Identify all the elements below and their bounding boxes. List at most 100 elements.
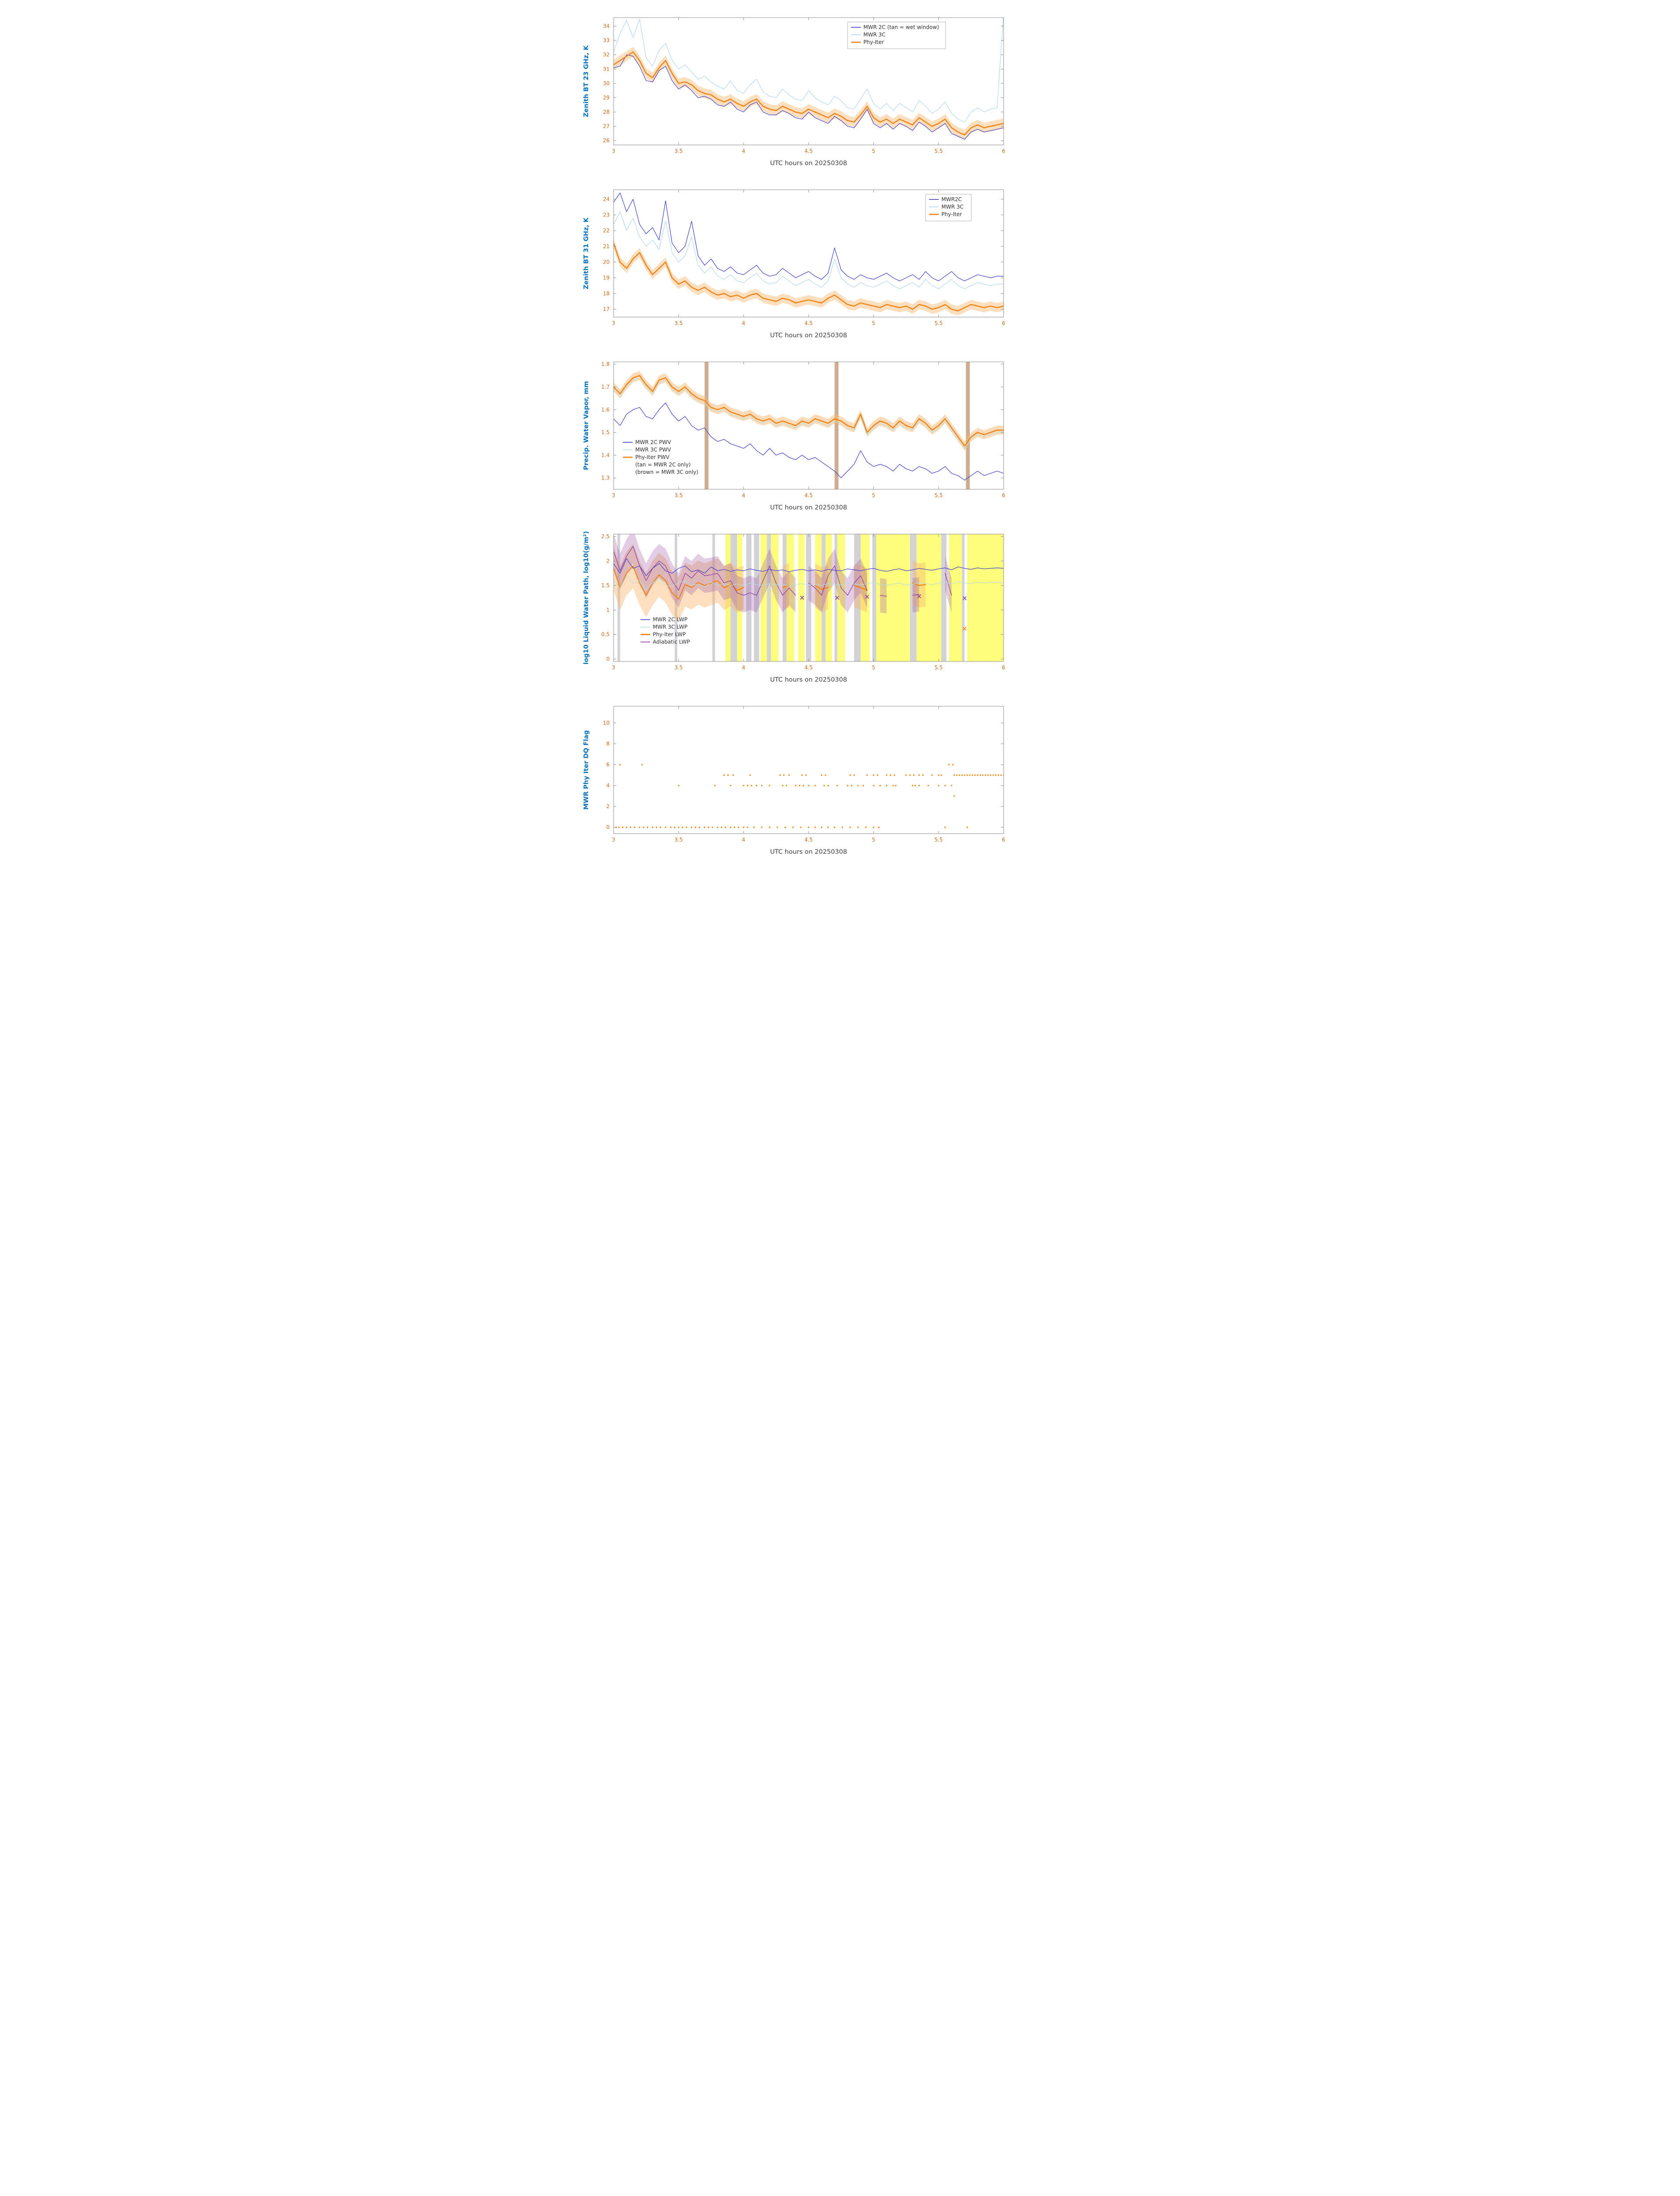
svg-text:3.5: 3.5 <box>674 148 683 154</box>
svg-text:21: 21 <box>603 243 610 249</box>
svg-text:30: 30 <box>603 80 610 87</box>
svg-text:3: 3 <box>612 837 615 843</box>
svg-text:4.5: 4.5 <box>804 837 813 843</box>
svg-text:4: 4 <box>742 320 745 326</box>
svg-text:MWR 3C LWP: MWR 3C LWP <box>653 624 687 630</box>
svg-text:4: 4 <box>742 837 745 843</box>
svg-text:MWR 3C: MWR 3C <box>941 204 963 210</box>
svg-text:4.5: 4.5 <box>804 320 813 326</box>
svg-text:UTC hours on 20250308: UTC hours on 20250308 <box>770 676 847 683</box>
svg-text:26: 26 <box>603 137 610 144</box>
svg-text:4: 4 <box>742 492 745 498</box>
svg-text:4: 4 <box>606 783 610 789</box>
svg-text:MWR 2C (tan = wet window): MWR 2C (tan = wet window) <box>863 24 939 30</box>
svg-text:6: 6 <box>1002 148 1005 154</box>
svg-text:6: 6 <box>606 762 610 768</box>
svg-text:23: 23 <box>603 212 610 218</box>
svg-text:MWR 2C LWP: MWR 2C LWP <box>653 617 687 623</box>
svg-text:5: 5 <box>872 837 875 843</box>
svg-text:1.3: 1.3 <box>601 475 610 481</box>
svg-text:5.5: 5.5 <box>934 492 943 498</box>
svg-text:Phy-Iter: Phy-Iter <box>863 39 884 45</box>
svg-text:5: 5 <box>872 320 875 326</box>
svg-text:MWR Phy Iter DQ Flag: MWR Phy Iter DQ Flag <box>583 730 590 810</box>
svg-text:22: 22 <box>603 228 610 234</box>
svg-text:3.5: 3.5 <box>674 492 683 498</box>
svg-text:3: 3 <box>612 320 615 326</box>
svg-text:MWR 2C PWV: MWR 2C PWV <box>635 439 671 445</box>
chart-zenith-bt-23ghz: 3 3.5 4 4.5 5 5.5 6 26 27 28 29 30 31 32 33 34 UTC hours… <box>560 6 1120 178</box>
svg-text:5.5: 5.5 <box>934 320 943 326</box>
svg-text:2.5: 2.5 <box>601 534 610 540</box>
svg-text:UTC hours on 20250308: UTC hours on 20250308 <box>770 160 847 167</box>
svg-text:1.7: 1.7 <box>601 384 610 390</box>
svg-text:Precip. Water Vapor, mm: Precip. Water Vapor, mm <box>583 381 590 470</box>
svg-text:1.6: 1.6 <box>601 407 610 413</box>
chart-dq-flag: 3 3.5 4 4.5 5 5.5 6 0 2 4 6 8 10 UTC hours on 2025030… <box>560 695 1120 867</box>
chart-canvas-log10-liquid-water-path: 3 3.5 4 4.5 5 5.5 6 0 0.5 1 1.5 2 2.5 UTC hours on 20… <box>583 531 1005 683</box>
svg-text:Phy-Iter LWP: Phy-Iter LWP <box>653 632 686 638</box>
svg-text:5: 5 <box>872 665 875 671</box>
svg-text:31: 31 <box>603 66 610 72</box>
svg-text:17: 17 <box>603 306 610 312</box>
svg-text:Adiabatic LWP: Adiabatic LWP <box>653 639 690 645</box>
svg-text:10: 10 <box>603 720 610 726</box>
svg-text:5: 5 <box>872 148 875 154</box>
svg-text:UTC hours on 20250308: UTC hours on 20250308 <box>770 849 847 856</box>
svg-text:27: 27 <box>603 123 610 130</box>
svg-text:4: 4 <box>742 148 745 154</box>
svg-text:(brown = MWR 3C only): (brown = MWR 3C only) <box>635 469 698 475</box>
svg-text:34: 34 <box>603 23 610 29</box>
svg-text:(tan = MWR 2C only): (tan = MWR 2C only) <box>635 462 690 468</box>
chart-canvas-zenith-bt-23ghz: 3 3.5 4 4.5 5 5.5 6 26 27 28 29 30 31 32 33 34 UTC hours… <box>583 17 1005 167</box>
svg-text:1: 1 <box>606 607 610 613</box>
svg-text:6: 6 <box>1002 665 1005 671</box>
svg-text:6: 6 <box>1002 837 1005 843</box>
chart-zenith-bt-31ghz: 3 3.5 4 4.5 5 5.5 6 17 18 19 20 21 22 23 24 UTC hours o… <box>560 178 1120 350</box>
svg-text:6: 6 <box>1002 320 1005 326</box>
chart-canvas-precip-water-vapor: 3 3.5 4 4.5 5 5.5 6 1.3 1.4 1.5 1.6 1.7 1.8 UTC hours… <box>583 361 1005 511</box>
svg-text:1.8: 1.8 <box>601 361 610 367</box>
chart-canvas-zenith-bt-31ghz: 3 3.5 4 4.5 5 5.5 6 17 18 19 20 21 22 23 24 UTC hours o… <box>583 189 1005 339</box>
svg-text:MWR2C: MWR2C <box>941 196 962 202</box>
svg-text:29: 29 <box>603 94 610 101</box>
svg-text:5.5: 5.5 <box>934 148 943 154</box>
svg-text:Zenith BT 23 GHz, K: Zenith BT 23 GHz, K <box>583 45 590 117</box>
svg-text:Phy-Iter: Phy-Iter <box>941 211 962 217</box>
svg-text:24: 24 <box>603 196 610 202</box>
svg-text:8: 8 <box>606 741 610 747</box>
svg-text:4.5: 4.5 <box>804 665 813 671</box>
svg-text:3.5: 3.5 <box>674 665 683 671</box>
svg-text:MWR 3C: MWR 3C <box>863 32 885 38</box>
svg-text:1.5: 1.5 <box>601 430 610 436</box>
svg-text:log10 Liquid Water Path, log10: log10 Liquid Water Path, log10(g/m²) <box>583 531 590 665</box>
svg-text:UTC hours on 20250308: UTC hours on 20250308 <box>770 332 847 339</box>
svg-text:Zenith BT 31 GHz, K: Zenith BT 31 GHz, K <box>583 217 590 289</box>
svg-text:5.5: 5.5 <box>934 837 943 843</box>
svg-text:20: 20 <box>603 259 610 265</box>
svg-text:3: 3 <box>612 492 615 498</box>
svg-text:UTC hours on 20250308: UTC hours on 20250308 <box>770 504 847 511</box>
svg-text:18: 18 <box>603 290 610 296</box>
svg-text:0.5: 0.5 <box>601 632 610 638</box>
svg-text:0: 0 <box>606 824 610 831</box>
svg-text:1.5: 1.5 <box>601 582 610 589</box>
svg-text:Phy-Iter PWV: Phy-Iter PWV <box>635 454 670 460</box>
svg-text:4.5: 4.5 <box>804 492 813 498</box>
svg-text:5: 5 <box>872 492 875 498</box>
svg-text:0: 0 <box>606 656 610 662</box>
svg-text:2: 2 <box>606 558 610 564</box>
svg-text:4: 4 <box>742 665 745 671</box>
svg-text:3: 3 <box>612 665 615 671</box>
svg-text:3.5: 3.5 <box>674 837 683 843</box>
svg-text:1.4: 1.4 <box>601 452 610 458</box>
svg-text:19: 19 <box>603 274 610 281</box>
chart-canvas-dq-flag: 3 3.5 4 4.5 5 5.5 6 0 2 4 6 8 10 UTC hours on 2025030… <box>583 706 1005 856</box>
svg-text:MWR 3C PWV: MWR 3C PWV <box>635 447 671 453</box>
svg-text:5.5: 5.5 <box>934 665 943 671</box>
mwr-figure-page: 3 3.5 4 4.5 5 5.5 6 26 27 28 29 30 31 32 33 34 UTC hours… <box>560 0 1120 871</box>
chart-log10-liquid-water-path: 3 3.5 4 4.5 5 5.5 6 0 0.5 1 1.5 2 2.5 UTC hours on 20… <box>560 523 1120 695</box>
svg-text:2: 2 <box>606 803 610 809</box>
svg-text:4.5: 4.5 <box>804 148 813 154</box>
chart-precip-water-vapor: 3 3.5 4 4.5 5 5.5 6 1.3 1.4 1.5 1.6 1.7 1.8 UTC hours… <box>560 350 1120 523</box>
